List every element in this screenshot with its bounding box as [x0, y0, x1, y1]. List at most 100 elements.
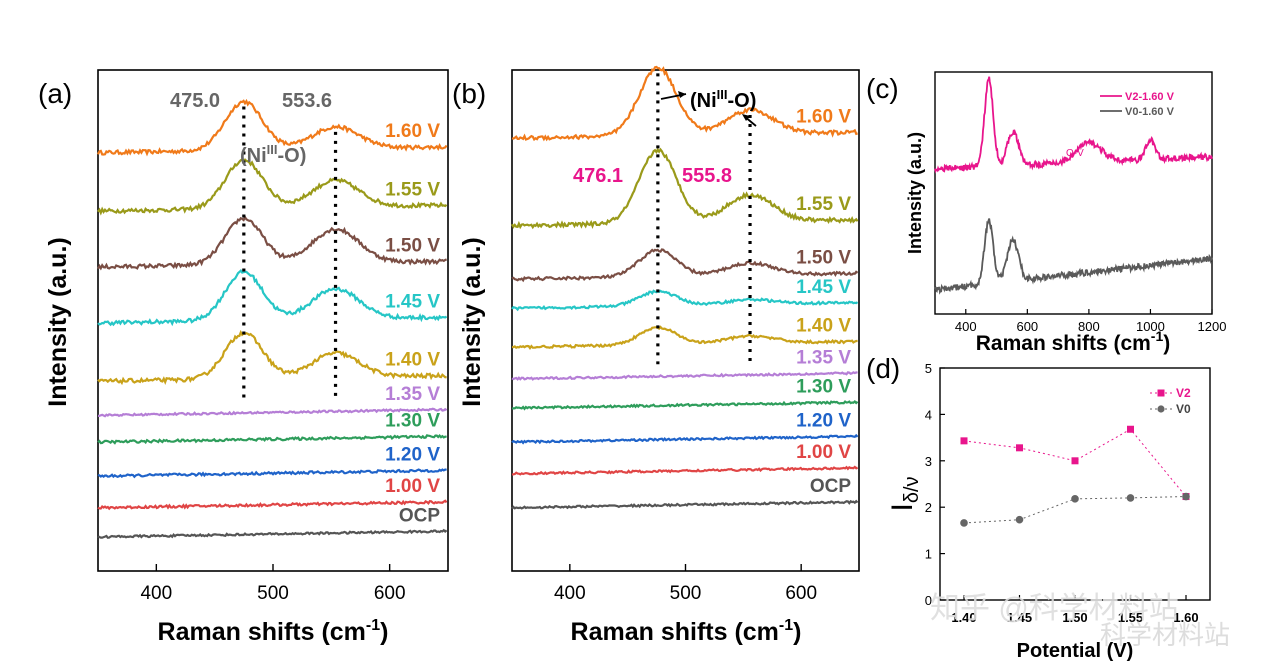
spectrum-line	[511, 65, 858, 142]
spectrum-line	[511, 465, 859, 476]
spectrum-line	[511, 325, 858, 351]
panel-a-assignment: (NiIII-O)	[240, 142, 306, 167]
panel-c-y-axis-title: Intensity (a.u.)	[905, 132, 925, 254]
series-label: OCP	[810, 476, 852, 497]
spectrum-line	[97, 158, 448, 216]
panel-b-peak-label-2: 555.8	[682, 165, 732, 187]
series-line	[963, 428, 1187, 497]
y-tick-label: 0	[925, 593, 932, 608]
spectrum-line	[511, 399, 859, 411]
data-point	[1016, 444, 1023, 452]
spectrum-line	[934, 76, 1213, 174]
panel-d-letter: (d)	[866, 353, 900, 384]
y-tick-label: 3	[925, 454, 932, 469]
panel-b-y-axis-title: Intensity (a.u.)	[458, 237, 486, 406]
data-point	[1015, 515, 1024, 524]
x-tick-label: 1.45	[1007, 610, 1032, 625]
panel-d-frame	[939, 367, 1211, 601]
watermark-text: 知乎 @科学材料站	[930, 592, 1179, 625]
panel-b-arrowhead-2	[742, 114, 750, 121]
series-label: 1.60 V	[385, 121, 440, 142]
panel-a-letter: (a)	[38, 78, 72, 109]
y-tick-label: 1	[925, 547, 932, 562]
x-tick-label: 400	[554, 583, 586, 604]
panel-a-x-ticks: 400 500 600	[140, 564, 406, 604]
spectrum-line	[97, 528, 448, 539]
panel-d-x-ticks: 1.40 1.45 1.50 1.55 1.60	[951, 595, 1199, 625]
x-tick-label: 600	[785, 583, 817, 604]
series-label: 1.30 V	[796, 376, 851, 397]
x-tick-label: 1.55	[1118, 610, 1143, 625]
spectrum-line	[97, 468, 447, 479]
panel-a-peak-label-1: 475.0	[170, 90, 220, 112]
data-point	[1127, 425, 1134, 433]
series-label: 1.35 V	[385, 384, 440, 405]
spectrum-line	[97, 499, 448, 511]
x-tick-label: 1000	[1136, 319, 1165, 334]
panel-c-legend: V2-1.60 V V0-1.60 V	[1100, 91, 1175, 118]
spectrum-line	[97, 407, 448, 418]
legend-marker	[1157, 389, 1165, 397]
series-label: 1.45 V	[796, 277, 851, 298]
watermark-text-2: 科学材料站	[1100, 620, 1230, 650]
spectrum-line	[97, 433, 447, 445]
legend-label: V0-1.60 V	[1125, 106, 1175, 118]
spectrum-line	[97, 98, 448, 157]
series-label: 1.00 V	[796, 442, 851, 463]
spectrum-line	[511, 433, 859, 445]
spectrum-line	[511, 248, 859, 283]
series-label: 1.55 V	[385, 179, 440, 200]
series-label: 1.00 V	[385, 476, 440, 497]
x-tick-label: 400	[140, 583, 172, 604]
panel-b-series	[511, 65, 859, 510]
x-tick-label: 1.60	[1173, 610, 1198, 625]
legend-label: V2-1.60 V	[1125, 91, 1175, 103]
panel-a-series-labels: 1.60 V 1.55 V 1.50 V 1.45 V 1.40 V 1.35 V 1.30…	[385, 121, 440, 526]
data-point	[1182, 492, 1190, 501]
legend-label: V2	[1176, 386, 1191, 400]
spectrum-line	[511, 147, 859, 230]
panel-b-peak-guides	[656, 73, 752, 365]
panel-a-peak-guides	[242, 106, 338, 399]
panel-a: (a) 1.60 V 1.55 V 1.50 V 1.45 V 1.40 V 1.35 V…	[38, 69, 449, 646]
series-label: 1.60 V	[796, 107, 851, 128]
series-label: 1.20 V	[796, 411, 851, 432]
legend-marker	[1157, 405, 1165, 413]
panel-a-series	[97, 98, 448, 539]
panel-a-x-axis-title: Raman shifts (cm-1)	[158, 617, 389, 646]
panel-c-x-axis-title: Raman shifts (cm-1)	[976, 328, 1171, 355]
panel-d-series	[960, 425, 1190, 527]
panel-b-peak-label-1: 476.1	[573, 165, 623, 187]
series-label: 1.20 V	[385, 445, 440, 466]
spectrum-line	[97, 269, 448, 327]
series-label: 1.50 V	[796, 248, 851, 269]
x-tick-label: 500	[670, 583, 702, 604]
spectrum-line	[511, 371, 858, 381]
panel-a-peak-label-2: 553.6	[282, 90, 332, 112]
legend-label: V0	[1176, 402, 1191, 416]
x-tick-label: 1.40	[951, 610, 976, 625]
panel-c-letter: (c)	[866, 73, 899, 104]
series-label: 1.45 V	[385, 291, 440, 312]
panel-c-annotation: O-V	[1066, 148, 1084, 159]
panel-d-y-ticks: 0 1 2 3 4 5	[925, 361, 945, 608]
spectrum-line	[97, 215, 448, 271]
panel-b-series-labels: 1.60 V 1.55 V 1.50 V 1.45 V 1.40 V 1.35 V 1.30…	[796, 107, 851, 498]
panel-b-assignment: (NiIII-O)	[690, 87, 756, 112]
spectrum-line	[97, 329, 447, 386]
data-point	[960, 437, 968, 445]
data-point	[960, 519, 968, 527]
spectrum-line	[511, 289, 859, 312]
x-tick-label: 600	[374, 583, 406, 604]
series-label: 1.35 V	[796, 347, 851, 368]
y-tick-label: 5	[925, 361, 932, 376]
x-tick-label: 600	[1016, 319, 1038, 334]
series-label: 1.40 V	[796, 316, 851, 337]
panel-b-x-ticks: 400 500 600	[554, 564, 817, 604]
y-tick-label: 2	[925, 500, 932, 515]
x-tick-label: 1.50	[1062, 610, 1087, 625]
spectrum-line	[511, 499, 859, 510]
data-point	[1071, 495, 1079, 503]
data-point	[1071, 457, 1079, 465]
panel-b-arrowhead-1	[678, 91, 686, 98]
